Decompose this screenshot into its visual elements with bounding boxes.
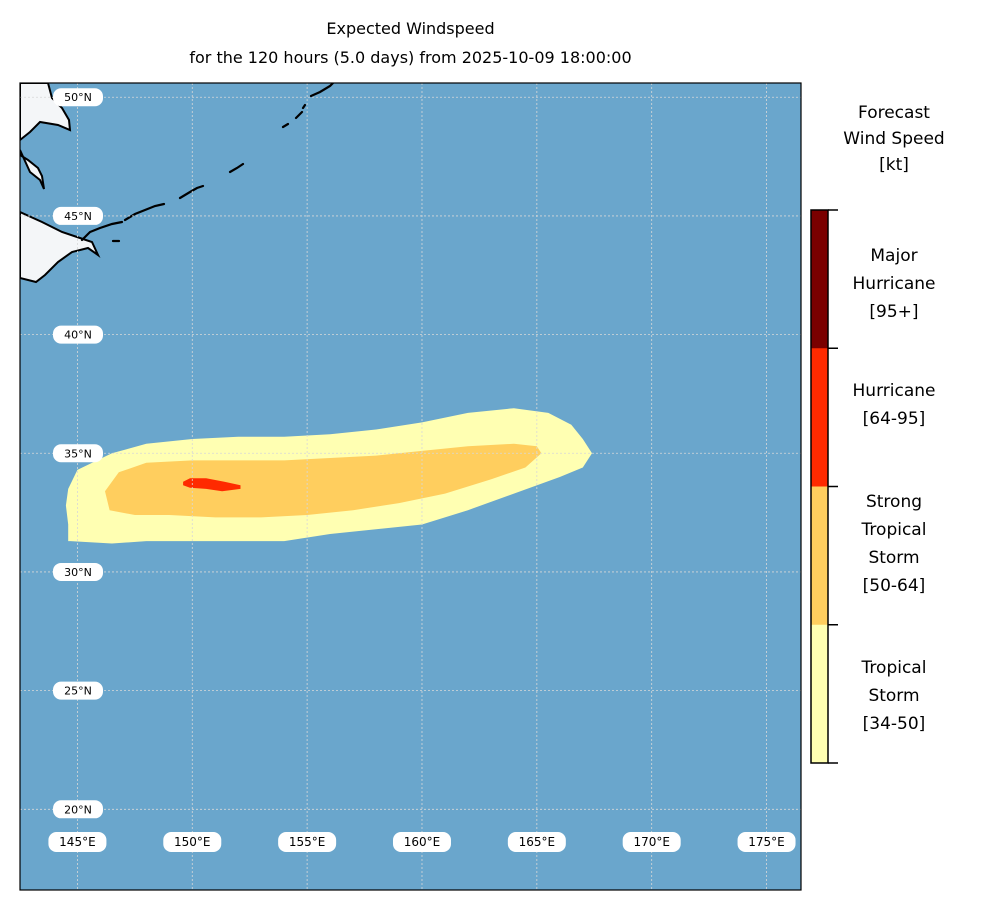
colorbar-label-line: Tropical (861, 520, 927, 540)
svg-text:35°N: 35°N (64, 447, 92, 460)
colorbar-label-line: Major (870, 246, 918, 266)
colorbar-label-hurricane: Hurricane [64-95] (826, 377, 962, 433)
colorbar-label-line: Tropical (861, 658, 927, 678)
svg-text:145°E: 145°E (59, 835, 96, 849)
lon-tick-label: 165°E (507, 832, 566, 852)
chart-title: Expected Windspeed (326, 19, 495, 38)
lat-tick-label: 20°N (53, 800, 103, 819)
wind-swath-2 (183, 478, 241, 492)
svg-text:30°N: 30°N (64, 566, 92, 579)
lon-tick-label: 155°E (278, 832, 337, 852)
lon-tick-label: 150°E (163, 832, 222, 852)
colorbar-segment (811, 624, 828, 764)
lat-tick-label: 25°N (53, 681, 103, 700)
colorbar-label-line: Hurricane (852, 381, 936, 401)
colorbar-label-line: [50-64] (862, 576, 926, 596)
colorbar-label-line: [34-50] (862, 714, 926, 734)
wind-swath-layer (65, 408, 592, 544)
colorbar-segment (811, 348, 828, 487)
lon-tick-label: 175°E (737, 832, 796, 852)
lat-tick-label: 45°N (53, 206, 103, 225)
land-honshu-main (20, 210, 101, 284)
colorbar-label-line: Strong (865, 492, 923, 512)
svg-text:150°E: 150°E (174, 835, 211, 849)
svg-text:165°E: 165°E (519, 835, 556, 849)
lat-tick-label: 30°N (53, 562, 103, 581)
colorbar-label-line: [95+] (869, 302, 919, 322)
graticule (20, 83, 801, 890)
lat-tick-label: 50°N (53, 88, 103, 107)
svg-text:175°E: 175°E (748, 835, 785, 849)
colorbar-label-line: Storm (868, 548, 920, 568)
svg-text:20°N: 20°N (64, 803, 92, 816)
colorbar-title-line: [kt] (879, 155, 909, 175)
svg-text:25°N: 25°N (64, 685, 92, 698)
svg-text:40°N: 40°N (64, 329, 92, 342)
svg-text:170°E: 170°E (633, 835, 670, 849)
graticule-labels: 20°N 25°N 30°N 35°N 40°N 45°N 50°N 145°E 150°E 15… (48, 88, 796, 852)
colorbar-title: Forecast Wind Speed [kt] (809, 100, 979, 178)
colorbar-label-line: Storm (868, 686, 920, 706)
svg-text:155°E: 155°E (289, 835, 326, 849)
colorbar-segment (811, 210, 828, 349)
lon-tick-label: 145°E (48, 832, 107, 852)
lon-tick-label: 160°E (392, 832, 451, 852)
colorbar-label-major-hurricane: Major Hurricane [95+] (826, 242, 962, 326)
land-kuril-islands (80, 83, 335, 243)
map-frame (19, 82, 802, 891)
colorbar (810, 209, 838, 764)
colorbar-title-line: Wind Speed (843, 129, 945, 149)
colorbar-label-line: [64-95] (862, 409, 926, 429)
colorbar-label-tropical-storm: Tropical Storm [34-50] (826, 654, 962, 738)
lat-tick-label: 35°N (53, 444, 103, 463)
colorbar-label-line: Hurricane (852, 274, 936, 294)
colorbar-label-strong-tropical-storm: Strong Tropical Storm [50-64] (826, 488, 962, 600)
wind-swath-1 (105, 443, 542, 518)
svg-text:45°N: 45°N (64, 210, 92, 223)
svg-text:50°N: 50°N (64, 91, 92, 104)
land-honshu-north (20, 149, 45, 190)
colorbar-segment (811, 486, 828, 626)
lat-tick-label: 40°N (53, 325, 103, 344)
chart-subtitle: for the 120 hours (5.0 days) from 2025-1… (189, 48, 632, 67)
svg-text:160°E: 160°E (404, 835, 441, 849)
lon-tick-label: 170°E (622, 832, 681, 852)
colorbar-title-line: Forecast (858, 103, 930, 123)
